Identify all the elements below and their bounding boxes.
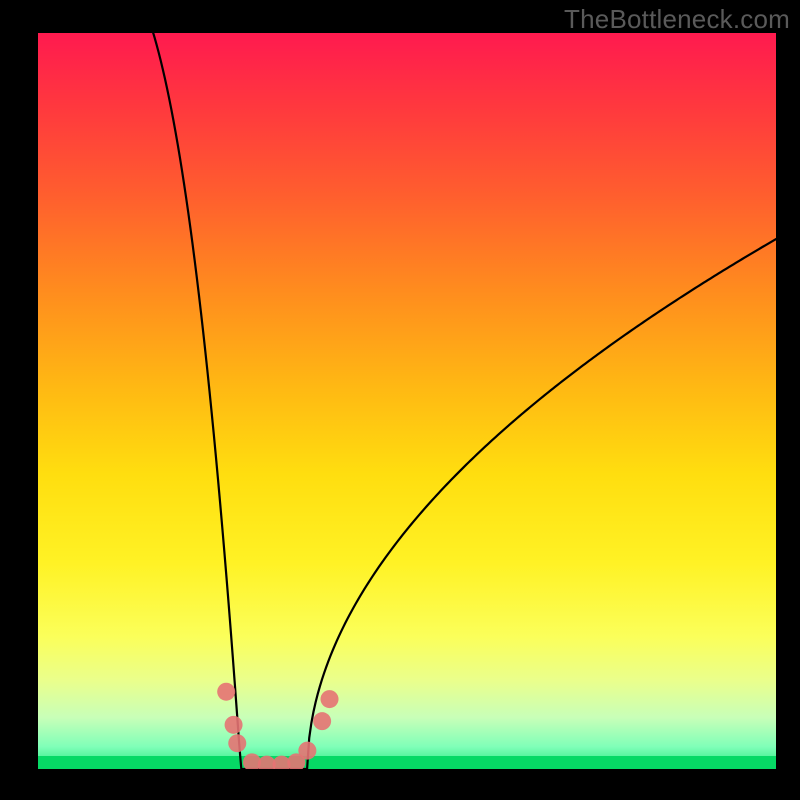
curve-marker — [321, 690, 339, 708]
chart-container: TheBottleneck.com — [0, 0, 800, 800]
plot-bottom-band — [38, 756, 776, 769]
curve-marker — [298, 742, 316, 760]
curve-marker — [217, 683, 235, 701]
bottleneck-chart — [0, 0, 800, 800]
curve-marker — [225, 716, 243, 734]
watermark-text: TheBottleneck.com — [564, 4, 790, 35]
curve-marker — [228, 734, 246, 752]
plot-gradient-background — [38, 33, 776, 769]
curve-marker — [313, 712, 331, 730]
